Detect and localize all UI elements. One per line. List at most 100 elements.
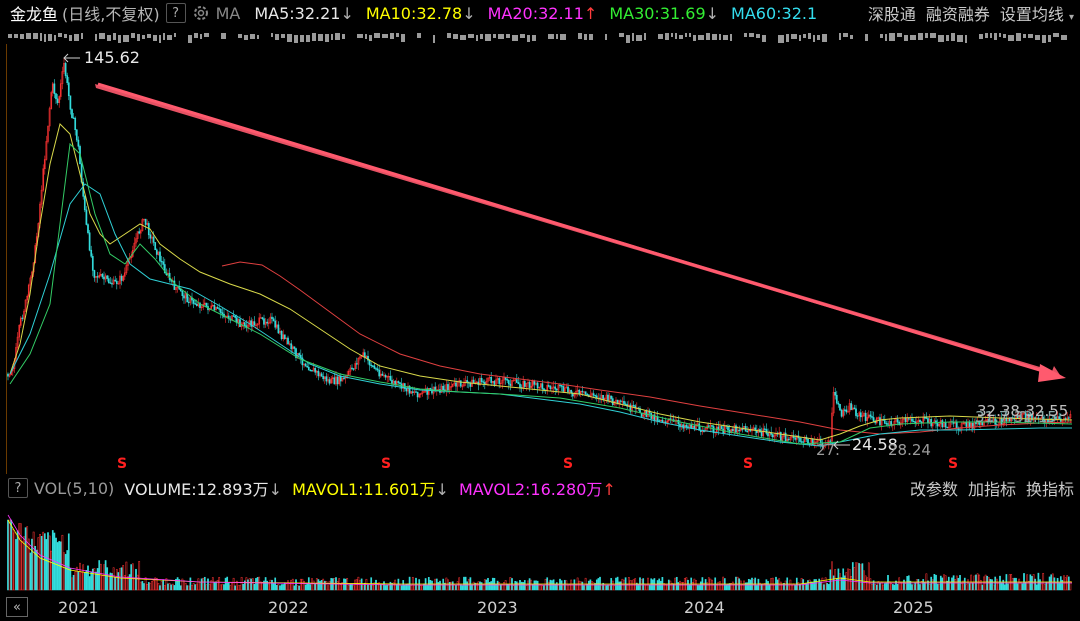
volume-bar: [63, 552, 65, 591]
switch-indicator-button[interactable]: 换指标: [1025, 480, 1074, 499]
volume-bar: [832, 575, 835, 591]
candle-body: [575, 391, 577, 395]
volume-chart[interactable]: [0, 500, 1080, 594]
volume-bar: [989, 579, 992, 591]
volume-bar: [583, 585, 585, 591]
volume-bar: [455, 585, 457, 591]
indicator-name[interactable]: MA: [215, 3, 241, 23]
candle-body: [475, 381, 478, 384]
candle-body: [219, 308, 222, 313]
hk-connect-button[interactable]: 深股通: [867, 5, 916, 24]
candle-body: [1040, 416, 1043, 419]
volume-bar: [261, 581, 264, 591]
period-info[interactable]: (日线,不复权): [62, 5, 160, 24]
margin-trading-button[interactable]: 融资融券: [925, 5, 990, 24]
volume-bar: [248, 578, 251, 591]
volume-bar: [419, 585, 422, 591]
candle-body: [19, 317, 22, 326]
volume-bar: [946, 580, 949, 591]
volume-bar: [21, 540, 24, 591]
candle-body: [317, 370, 320, 377]
volume-bar: [229, 585, 232, 591]
volume-bar: [363, 582, 366, 591]
candle-body: [53, 83, 56, 94]
ma-settings-button[interactable]: 设置均线 ▾: [1000, 1, 1074, 25]
volume-bar: [367, 584, 369, 591]
volume-bar: [783, 583, 785, 591]
volume-bar: [131, 563, 134, 591]
candle-body: [771, 434, 774, 438]
volume-bar: [869, 578, 872, 591]
ma60-label: MA60:32.1: [731, 4, 817, 23]
volume-bar: [960, 583, 963, 591]
volume-bar: [434, 578, 437, 591]
candle-body: [323, 376, 326, 380]
volume-bar: [909, 580, 912, 591]
volume-bar: [31, 538, 33, 591]
volume-bar: [813, 579, 816, 591]
vol-title[interactable]: VOL(5,10): [34, 478, 115, 498]
volume-bar: [619, 581, 622, 591]
candle-body: [423, 391, 425, 393]
volume-bar: [522, 582, 525, 591]
candle-body: [504, 377, 507, 380]
double-left-icon[interactable]: «: [6, 597, 28, 617]
volume-bar: [915, 579, 918, 591]
candle-body: [85, 209, 88, 225]
volume-bar: [232, 577, 235, 591]
candle-body: [343, 377, 345, 380]
stock-name[interactable]: 金龙鱼: [10, 5, 59, 24]
candle-body: [7, 373, 9, 377]
candle-body: [584, 391, 587, 395]
volume-bar: [845, 572, 848, 591]
volume-bar: [475, 582, 478, 591]
volume-bar: [904, 583, 907, 591]
vol-help-button[interactable]: ?: [8, 478, 28, 498]
volume-bar: [242, 583, 245, 591]
candle-body: [71, 109, 73, 119]
volume-bar: [256, 577, 259, 591]
candle-body: [563, 387, 566, 392]
edit-params-button[interactable]: 改参数: [909, 480, 958, 499]
volume-bar: [130, 564, 133, 591]
candle-body: [256, 323, 259, 326]
candle-body: [514, 379, 517, 381]
candle-body: [275, 324, 278, 328]
volume-bar: [920, 580, 923, 591]
candle-body: [831, 412, 833, 442]
candle-body: [354, 363, 357, 370]
volume-bar: [295, 579, 297, 591]
candle-body: [786, 438, 789, 442]
add-indicator-button[interactable]: 加指标: [967, 480, 1016, 499]
candle-body: [845, 409, 848, 413]
candle-body: [63, 62, 65, 72]
volume-bar: [482, 584, 485, 591]
candle-body: [287, 337, 289, 345]
volume-bar: [103, 564, 105, 591]
candle-body: [149, 234, 152, 239]
signal-s-mark: S: [563, 456, 573, 472]
volume-bar: [1053, 577, 1056, 591]
candle-body: [18, 325, 21, 338]
candle-body: [787, 438, 790, 441]
volume-bar: [605, 585, 608, 591]
volume-bar: [235, 580, 238, 591]
candle-body: [823, 445, 825, 448]
volume-bar: [547, 581, 550, 591]
volume-bar: [127, 576, 129, 591]
candle-body: [717, 426, 720, 430]
volume-bar: [821, 577, 824, 591]
ma60-line: [9, 183, 1072, 447]
gear-icon[interactable]: [192, 4, 210, 22]
volume-bar: [581, 581, 584, 591]
volume-bar: [709, 578, 712, 591]
volume-bar: [1015, 577, 1017, 591]
volume-bar: [120, 567, 123, 591]
year-label: 2025: [893, 598, 934, 617]
volume-bar: [85, 570, 88, 591]
ma-toolbar: 金龙鱼 (日线,不复权) ? MA MA5:32.21↓ MA10:32.78↓…: [0, 0, 1080, 26]
volume-bar: [536, 580, 539, 591]
help-button[interactable]: ?: [165, 3, 186, 23]
volume-bar: [96, 568, 99, 591]
